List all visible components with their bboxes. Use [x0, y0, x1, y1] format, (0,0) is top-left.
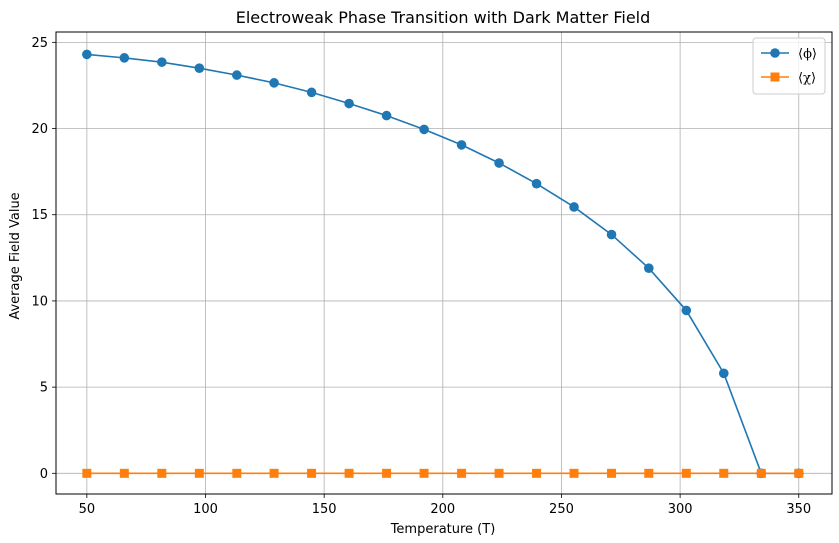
x-tick-label: 250: [549, 502, 574, 517]
data-point: [306, 87, 317, 98]
legend-item: ⟨χ⟩: [761, 71, 816, 86]
data-point: [681, 305, 692, 316]
legend-label: ⟨ϕ⟩: [798, 47, 817, 62]
plot-series: [82, 49, 804, 479]
plot-frame: [55, 31, 833, 495]
data-point: [419, 468, 429, 478]
data-point: [681, 468, 691, 478]
data-point: [119, 53, 130, 63]
data-point: [794, 468, 804, 478]
grid: [56, 32, 832, 494]
legend-marker: [770, 48, 780, 58]
axis-ticks: 50 100 150 200 250 300 350 0 5 10 15 20 25: [31, 36, 811, 517]
data-point: [194, 468, 204, 478]
x-tick-label: 200: [430, 502, 455, 517]
data-point: [157, 57, 167, 67]
data-point: [456, 140, 467, 150]
data-point: [419, 124, 429, 135]
data-point: [494, 158, 504, 168]
legend-marker: [770, 72, 780, 82]
series-2: [82, 468, 804, 478]
x-tick-label: 300: [668, 502, 693, 517]
chart-title: Electroweak Phase Transition with Dark M…: [236, 8, 651, 27]
series-line: [86, 53, 799, 475]
x-tick-label: 100: [193, 502, 218, 517]
data-point: [157, 468, 167, 478]
data-point: [569, 468, 579, 478]
data-point: [494, 468, 504, 478]
data-point: [531, 178, 542, 189]
data-point: [119, 468, 129, 478]
y-axis-label: Average Field Value: [8, 192, 23, 319]
data-point: [82, 468, 92, 478]
x-axis-label: Temperature (T): [390, 522, 496, 537]
data-point: [382, 468, 392, 478]
data-point: [344, 98, 354, 109]
y-tick-label: 10: [31, 294, 48, 309]
x-tick-label: 150: [312, 502, 337, 517]
data-point: [532, 468, 542, 478]
data-point: [644, 468, 654, 478]
data-point: [719, 468, 729, 478]
y-tick-label: 0: [40, 467, 48, 482]
data-point: [232, 70, 242, 80]
legend: ⟨ϕ⟩ ⟨χ⟩: [752, 37, 826, 95]
data-point: [457, 468, 467, 478]
data-point: [194, 63, 205, 74]
y-tick-label: 20: [31, 122, 48, 137]
data-point: [269, 78, 279, 88]
data-point: [232, 468, 242, 478]
y-tick-label: 15: [31, 208, 48, 223]
legend-label: ⟨χ⟩: [798, 71, 816, 86]
y-tick-label: 25: [31, 36, 48, 51]
data-point: [307, 468, 317, 478]
data-point: [569, 202, 579, 212]
y-tick-label: 5: [40, 381, 48, 396]
data-point: [606, 229, 617, 240]
data-point: [269, 468, 279, 478]
data-point: [607, 468, 617, 478]
data-point: [344, 468, 354, 478]
data-point: [718, 368, 729, 379]
x-tick-label: 50: [79, 502, 96, 517]
legend-item: ⟨ϕ⟩: [761, 47, 817, 62]
data-point: [643, 263, 654, 273]
data-point: [82, 49, 92, 60]
x-tick-label: 350: [786, 502, 811, 517]
data-point: [381, 110, 392, 121]
data-point: [756, 468, 766, 478]
